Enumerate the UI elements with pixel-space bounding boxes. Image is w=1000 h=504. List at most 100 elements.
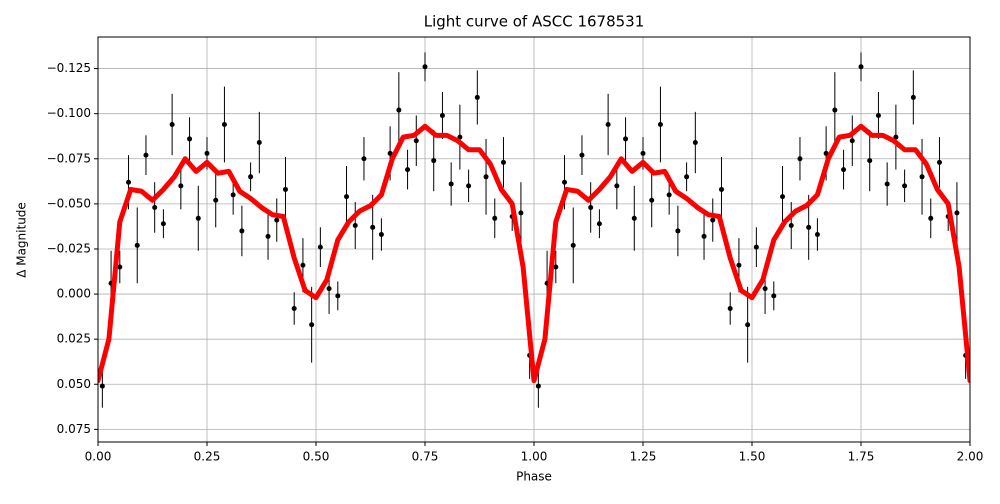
data-point (649, 197, 655, 203)
data-point (152, 204, 158, 210)
data-point (457, 134, 463, 140)
data-point (806, 224, 812, 230)
data-point (466, 183, 472, 189)
y-axis-label: Δ Magnitude (15, 202, 29, 278)
y-tick-label: −0.075 (47, 151, 91, 165)
x-tick-label: 1.50 (739, 450, 766, 464)
data-point (431, 158, 437, 164)
data-point (370, 224, 376, 230)
data-point (422, 64, 428, 70)
data-point (474, 94, 480, 100)
data-point (562, 179, 568, 185)
data-point (309, 322, 315, 328)
data-point (99, 383, 105, 389)
chart-title: Light curve of ASCC 1678531 (424, 13, 645, 31)
data-point (727, 306, 733, 312)
data-point (204, 150, 210, 156)
y-tick-label: −0.100 (47, 106, 91, 120)
data-point (736, 262, 742, 268)
data-point (954, 210, 960, 216)
data-point (640, 150, 646, 156)
x-tick-label: 0.75 (412, 450, 439, 464)
data-point (684, 174, 690, 180)
data-point (117, 264, 123, 270)
data-point (500, 159, 506, 165)
data-point (326, 286, 332, 292)
data-point (701, 233, 707, 239)
y-tick-label: −0.025 (47, 241, 91, 255)
data-point (300, 262, 306, 268)
smoothed-curve (98, 123, 970, 384)
data-point (762, 286, 768, 292)
y-tick-label: −0.125 (47, 61, 91, 75)
data-point (387, 150, 393, 156)
data-point (335, 293, 341, 299)
data-point (439, 112, 445, 118)
data-point (710, 217, 716, 223)
data-point (780, 194, 786, 200)
x-axis-label: Phase (516, 470, 552, 484)
data-point (221, 121, 227, 127)
x-tick-label: 1.75 (848, 450, 875, 464)
data-point (596, 221, 602, 227)
data-point (361, 156, 367, 162)
data-point (378, 232, 384, 238)
y-tick-label: 0.050 (57, 377, 91, 391)
data-point (448, 181, 454, 187)
data-point (405, 167, 411, 173)
data-point (753, 244, 759, 250)
data-point (570, 242, 576, 248)
data-point (535, 383, 541, 389)
data-point (178, 183, 184, 189)
x-tick-label: 0.00 (85, 450, 112, 464)
data-point (265, 233, 271, 239)
data-point (169, 121, 175, 127)
data-point (396, 107, 402, 113)
data-point (126, 179, 132, 185)
data-point (841, 167, 847, 173)
y-tick-label: 0.000 (57, 287, 91, 301)
data-point (143, 152, 149, 158)
data-point (213, 197, 219, 203)
data-point (893, 134, 899, 140)
data-point (614, 183, 620, 189)
data-point (605, 121, 611, 127)
data-point (919, 174, 925, 180)
y-tick-label: 0.025 (57, 332, 91, 346)
data-point (282, 186, 288, 192)
data-point (187, 136, 193, 142)
data-point (910, 94, 916, 100)
data-point (902, 183, 908, 189)
data-point (518, 210, 524, 216)
data-point (936, 159, 942, 165)
data-point (928, 215, 934, 221)
data-point (867, 158, 873, 164)
data-point (875, 112, 881, 118)
data-point (849, 138, 855, 144)
x-tick-label: 0.50 (303, 450, 330, 464)
data-point (832, 107, 838, 113)
data-point (553, 264, 559, 270)
data-point (344, 194, 350, 200)
data-point (483, 174, 489, 180)
data-point (195, 215, 201, 221)
data-point (797, 156, 803, 162)
data-point (623, 136, 629, 142)
data-point (413, 138, 419, 144)
data-point (745, 322, 751, 328)
data-point (579, 152, 585, 158)
data-point (858, 64, 864, 70)
data-point (657, 121, 663, 127)
data-point (492, 215, 498, 221)
y-tick-label: −0.050 (47, 196, 91, 210)
data-point (248, 174, 254, 180)
data-point (675, 228, 681, 234)
data-point (666, 192, 672, 198)
data-point (788, 223, 794, 229)
data-point (239, 228, 245, 234)
data-point (588, 204, 594, 210)
x-tick-label: 2.00 (957, 450, 984, 464)
data-point (692, 140, 698, 146)
